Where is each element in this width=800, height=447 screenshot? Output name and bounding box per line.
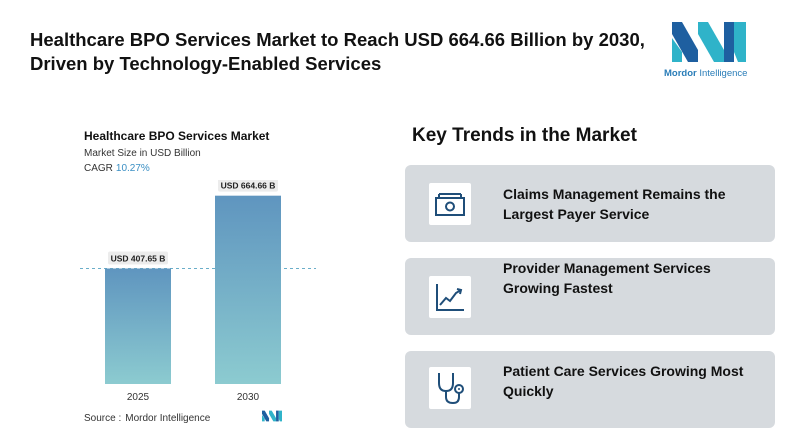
- brand-name: Mordor Intelligence: [664, 68, 748, 79]
- chart-source: Source : Mordor Intelligence: [84, 413, 211, 424]
- bar-2025: [105, 268, 171, 384]
- trend-text-patient: Patient Care Services Growing Most Quick…: [503, 363, 744, 399]
- cagr-value: 10.27%: [115, 163, 150, 174]
- data-label-2030: USD 664.66 B: [221, 181, 276, 191]
- trend-card-provider: Provider Management Services Growing Fas…: [405, 258, 775, 335]
- trend-text-claims: Claims Management Remains the Largest Pa…: [503, 186, 726, 222]
- data-label-bg-2025: [108, 251, 168, 265]
- chart-subtitle: Market Size in USD Billion: [84, 148, 201, 159]
- chart-title: Healthcare BPO Services Market: [84, 129, 270, 143]
- x-tick-2030: 2030: [237, 392, 260, 403]
- money-icon: [429, 183, 471, 225]
- trend-text-provider: Provider Management Services Growing Fas…: [503, 260, 711, 296]
- cagr-label: CAGR: [84, 163, 113, 174]
- bar-2030: [215, 195, 281, 384]
- x-tick-2025: 2025: [127, 392, 150, 403]
- stethoscope-icon: [429, 367, 471, 409]
- trend-card-claims: Claims Management Remains the Largest Pa…: [405, 165, 775, 242]
- source-logo-icon: [262, 410, 282, 422]
- trend-card-patient: Patient Care Services Growing Most Quick…: [405, 351, 775, 428]
- data-label-2025: USD 407.65 B: [111, 253, 166, 263]
- chart-cagr: CAGR 10.27%: [84, 163, 150, 174]
- mordor-logo-icon: [672, 22, 746, 62]
- trends-title: Key Trends in the Market: [412, 125, 637, 146]
- brand-logo: Mordor Intelligence: [664, 22, 764, 82]
- bar-chart: USD 407.65 B 2025 USD 664.66 B 2030: [80, 180, 316, 403]
- data-label-bg-2030: [218, 180, 278, 192]
- headline: Healthcare BPO Services Market to Reach …: [30, 29, 645, 74]
- line-chart-icon: [429, 276, 471, 318]
